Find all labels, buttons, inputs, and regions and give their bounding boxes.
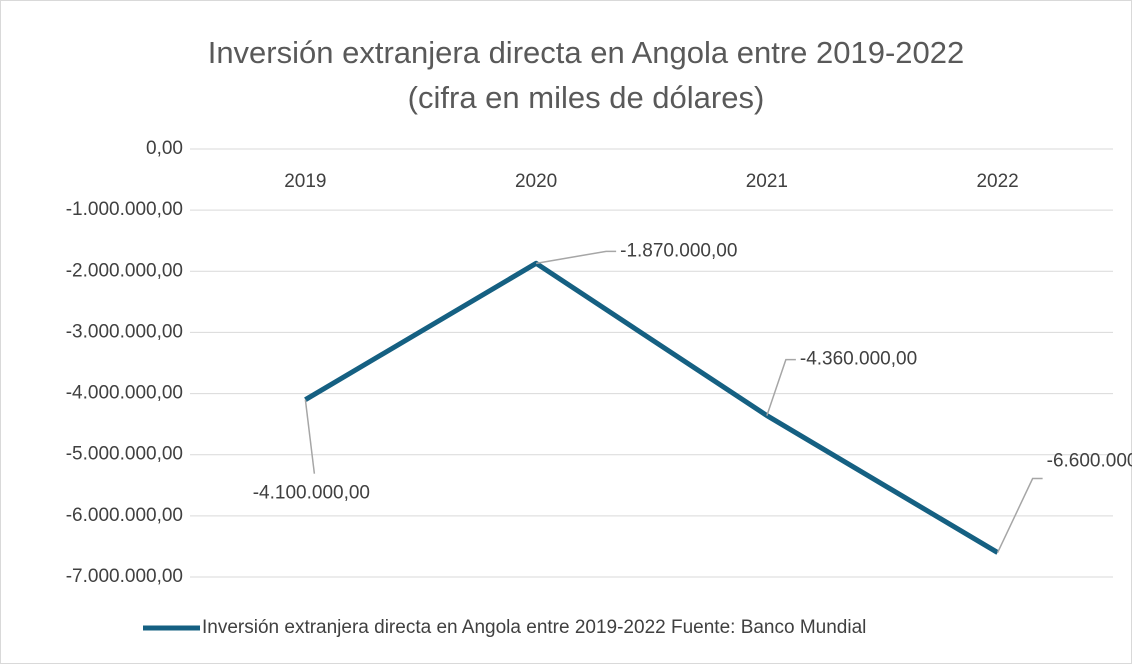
data-label: -4.360.000,00 xyxy=(800,349,917,370)
y-tick-label: -3.000.000,00 xyxy=(66,321,183,342)
y-tick-label: -6.000.000,00 xyxy=(66,505,183,526)
y-tick-label: -2.000.000,00 xyxy=(66,260,183,281)
legend-label: Inversión extranjera directa en Angola e… xyxy=(202,617,866,638)
x-tick-label: 2020 xyxy=(515,171,557,192)
data-label: -1.870.000,00 xyxy=(620,240,737,261)
y-tick-label: -4.000.000,00 xyxy=(66,383,183,404)
data-label: -4.100.000,00 xyxy=(253,483,370,504)
x-tick-label: 2022 xyxy=(976,171,1018,192)
y-tick-label: 0,00 xyxy=(146,138,183,159)
data-line xyxy=(304,260,999,555)
data-label: -6.600.000,00 xyxy=(1047,451,1132,472)
y-tick-label: -5.000.000,00 xyxy=(66,444,183,465)
leader-line xyxy=(766,358,796,416)
x-tick-label: 2019 xyxy=(284,171,326,192)
chart-title: (cifra en miles de dólares) xyxy=(408,80,765,115)
y-tick-label: -7.000.000,00 xyxy=(66,566,183,587)
x-tick-label: 2021 xyxy=(746,171,788,192)
leader-line xyxy=(996,477,1043,553)
leader-line xyxy=(535,250,617,265)
y-tick-label: -1.000.000,00 xyxy=(66,199,183,220)
chart-title: Inversión extranjera directa en Angola e… xyxy=(208,35,965,70)
leader-line xyxy=(304,399,316,474)
